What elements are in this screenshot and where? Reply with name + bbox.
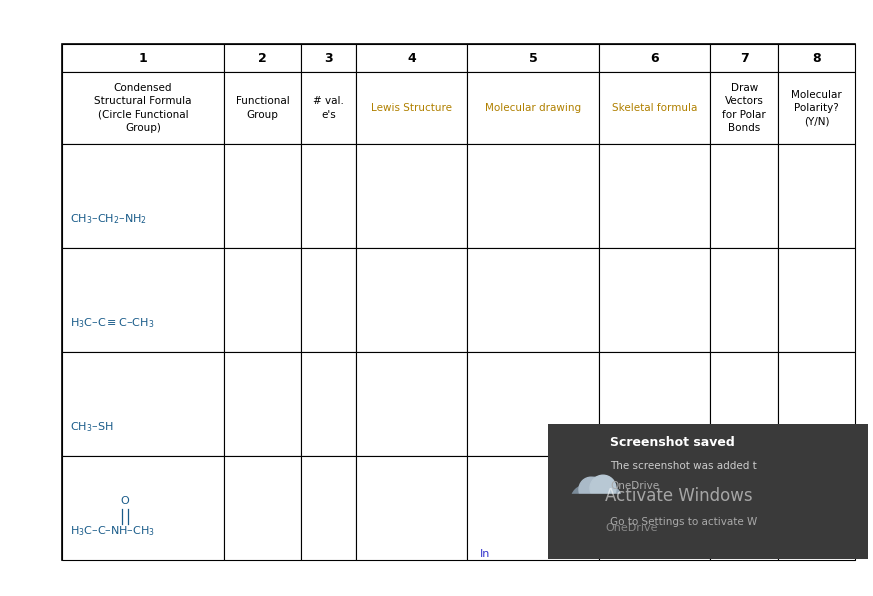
- Bar: [599, 144, 710, 248]
- Bar: [467, 44, 599, 72]
- Bar: [467, 456, 599, 560]
- Bar: [301, 456, 356, 560]
- Text: H$_3$C–C$\equiv$C–CH$_3$: H$_3$C–C$\equiv$C–CH$_3$: [70, 316, 155, 330]
- Bar: [467, 248, 599, 352]
- Bar: [548, 424, 868, 559]
- Bar: [356, 72, 467, 144]
- Bar: [224, 44, 301, 72]
- Text: O: O: [120, 496, 129, 506]
- Bar: [224, 456, 301, 560]
- Bar: [62, 248, 224, 352]
- Bar: [62, 352, 224, 456]
- Bar: [599, 44, 710, 72]
- Text: CH$_3$–SH: CH$_3$–SH: [70, 420, 113, 434]
- Bar: [778, 72, 855, 144]
- Text: Skeletal formula: Skeletal formula: [612, 103, 698, 113]
- Text: Lewis Structure: Lewis Structure: [371, 103, 452, 113]
- Text: Activate Windows: Activate Windows: [605, 487, 753, 505]
- Bar: [62, 456, 224, 560]
- Bar: [778, 456, 855, 560]
- Text: 5: 5: [529, 51, 538, 64]
- Bar: [62, 72, 224, 144]
- Bar: [467, 144, 599, 248]
- Circle shape: [579, 477, 603, 501]
- Bar: [356, 456, 467, 560]
- Bar: [356, 248, 467, 352]
- Bar: [224, 352, 301, 456]
- Text: Go to Settings to activate W: Go to Settings to activate W: [610, 517, 757, 527]
- Text: 2: 2: [258, 51, 267, 64]
- Bar: [62, 44, 224, 72]
- Bar: [570, 494, 626, 516]
- Bar: [62, 144, 224, 248]
- Bar: [467, 72, 599, 144]
- Text: 7: 7: [739, 51, 748, 64]
- Text: 6: 6: [650, 51, 659, 64]
- Bar: [224, 248, 301, 352]
- Bar: [224, 144, 301, 248]
- Bar: [599, 248, 710, 352]
- Bar: [599, 456, 710, 560]
- Text: OneDrive: OneDrive: [605, 523, 657, 533]
- Text: 8: 8: [812, 51, 821, 64]
- Text: CH$_3$–CH$_2$–NH$_2$: CH$_3$–CH$_2$–NH$_2$: [70, 212, 147, 226]
- Text: The screenshot was added t: The screenshot was added t: [610, 461, 757, 471]
- Circle shape: [571, 485, 601, 515]
- Bar: [778, 248, 855, 352]
- Bar: [301, 44, 356, 72]
- Bar: [778, 44, 855, 72]
- Text: Molecular
Polarity?
(Y/N): Molecular Polarity? (Y/N): [791, 90, 842, 126]
- Bar: [710, 456, 778, 560]
- Text: # val.
e's: # val. e's: [313, 97, 344, 120]
- Circle shape: [579, 477, 613, 511]
- Bar: [710, 352, 778, 456]
- Text: Condensed
Structural Formula
(Circle Functional
Group): Condensed Structural Formula (Circle Fun…: [94, 83, 192, 133]
- Text: OneDrive: OneDrive: [610, 481, 659, 491]
- Bar: [301, 72, 356, 144]
- Bar: [467, 352, 599, 456]
- Text: Molecular drawing: Molecular drawing: [485, 103, 581, 113]
- Bar: [710, 72, 778, 144]
- Text: 4: 4: [407, 51, 416, 64]
- Bar: [301, 144, 356, 248]
- Text: Draw
Vectors
for Polar
Bonds: Draw Vectors for Polar Bonds: [722, 83, 766, 133]
- Circle shape: [590, 475, 616, 501]
- Bar: [599, 352, 710, 456]
- Bar: [710, 144, 778, 248]
- Bar: [356, 352, 467, 456]
- Circle shape: [595, 485, 621, 511]
- Bar: [778, 144, 855, 248]
- Bar: [599, 72, 710, 144]
- Text: 3: 3: [324, 51, 333, 64]
- Bar: [778, 352, 855, 456]
- Text: In: In: [480, 549, 491, 559]
- Text: 1: 1: [139, 51, 148, 64]
- Bar: [62, 44, 855, 560]
- Bar: [356, 44, 467, 72]
- Text: Functional
Group: Functional Group: [236, 97, 289, 120]
- Text: Screenshot saved: Screenshot saved: [610, 436, 735, 449]
- Bar: [301, 248, 356, 352]
- Bar: [224, 72, 301, 144]
- Bar: [356, 144, 467, 248]
- Text: H$_3$C–C–NH–CH$_3$: H$_3$C–C–NH–CH$_3$: [70, 524, 155, 538]
- Bar: [301, 352, 356, 456]
- Bar: [710, 248, 778, 352]
- Bar: [710, 44, 778, 72]
